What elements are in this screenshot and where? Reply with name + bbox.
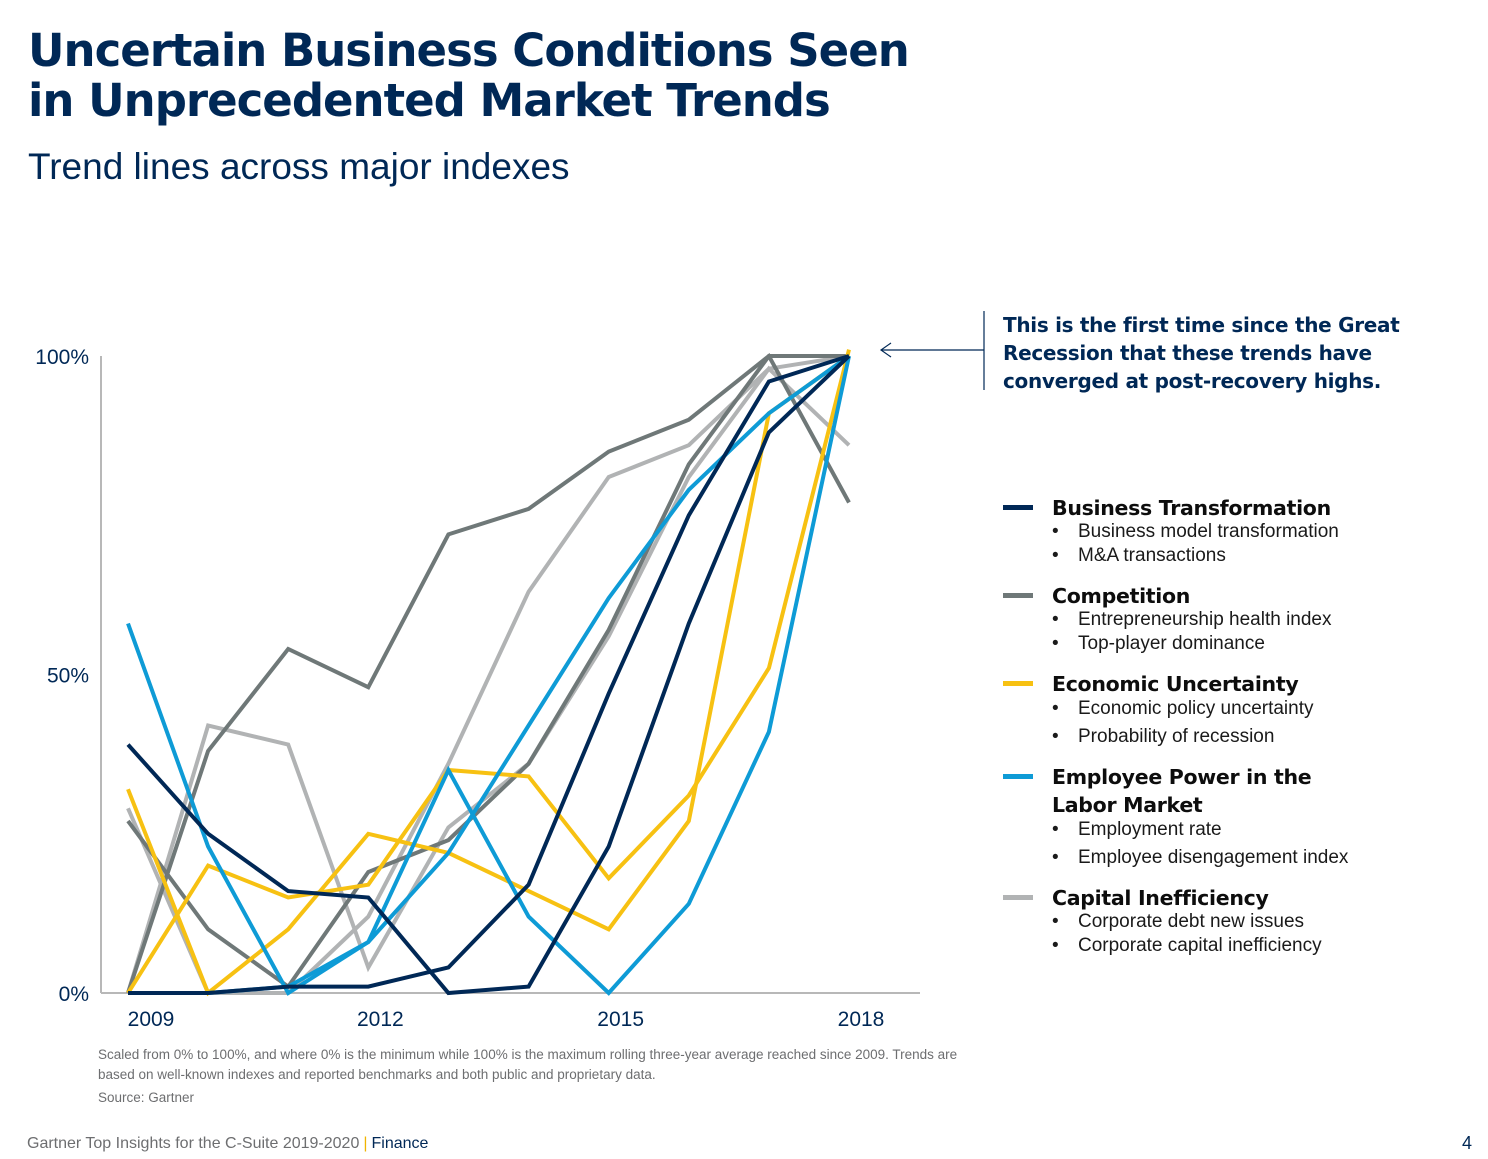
legend-item: • M&A transactions — [1052, 545, 1226, 566]
legend-item: • Top-player dominance — [1052, 633, 1265, 654]
y-tick-label: 0% — [59, 983, 89, 1006]
legend-swatch — [1003, 774, 1033, 779]
chart-source: Source: Gartner — [98, 1090, 195, 1105]
series-line — [126, 349, 851, 995]
chart-series — [126, 349, 851, 997]
legend-title: Competition — [1052, 584, 1191, 608]
callout-arrow — [879, 311, 985, 390]
legend-item: • Employment rate — [1052, 819, 1222, 840]
title-line-1: Uncertain Business Conditions Seen — [28, 24, 910, 77]
footer-section: Finance — [371, 1135, 429, 1152]
series-line — [126, 354, 851, 996]
page-subtitle: Trend lines across major indexes — [28, 146, 570, 187]
legend-title: Economic Uncertainty — [1052, 672, 1299, 696]
title-line-2: in Unprecedented Market Trends — [28, 74, 831, 127]
callout-text: This is the first time since the Great R… — [1003, 313, 1400, 393]
footer-publication: Gartner Top Insights for the C-Suite 201… — [27, 1135, 360, 1152]
legend-item: • Probability of recession — [1052, 726, 1275, 747]
page-number: 4 — [1462, 1133, 1473, 1153]
page-footer: Gartner Top Insights for the C-Suite 201… — [27, 1135, 428, 1153]
legend-item: • Economic policy uncertainty — [1052, 698, 1314, 719]
chart-footnote: Scaled from 0% to 100%, and where 0% is … — [98, 1047, 958, 1082]
legend-item: • Corporate debt new issues — [1052, 911, 1305, 932]
footer-separator: | — [363, 1135, 368, 1152]
series-line — [126, 354, 849, 990]
legend-title: Business Transformation — [1052, 496, 1331, 520]
page-title: Uncertain Business Conditions Seen in Un… — [28, 26, 1008, 126]
callout-arrow-head — [879, 342, 892, 358]
series-line — [126, 365, 851, 994]
x-tick-label: 2009 — [128, 1008, 175, 1031]
y-tick-label: 50% — [47, 665, 89, 688]
series-line — [128, 354, 850, 995]
series-line — [126, 354, 851, 997]
series-line — [126, 355, 851, 996]
legend-swatch — [1003, 895, 1033, 900]
legend-swatch — [1003, 593, 1033, 598]
x-tick-label: 2012 — [357, 1008, 404, 1031]
legend-title: Employee Power in the Labor Market — [1052, 765, 1312, 817]
series-line — [126, 352, 851, 994]
y-tick-label: 100% — [35, 346, 89, 369]
legend-swatch — [1003, 505, 1033, 510]
legend-item: • Business model transformation — [1052, 521, 1339, 542]
legend-item: • Entrepreneurship health index — [1052, 609, 1332, 630]
legend-swatch — [1003, 681, 1033, 686]
legend-item: • Employee disengagement index — [1052, 847, 1349, 868]
legend-title: Capital Inefficiency — [1052, 886, 1269, 910]
x-tick-label: 2015 — [597, 1008, 644, 1031]
legend-item: • Corporate capital inefficiency — [1052, 935, 1322, 956]
x-tick-label: 2018 — [838, 1008, 885, 1031]
